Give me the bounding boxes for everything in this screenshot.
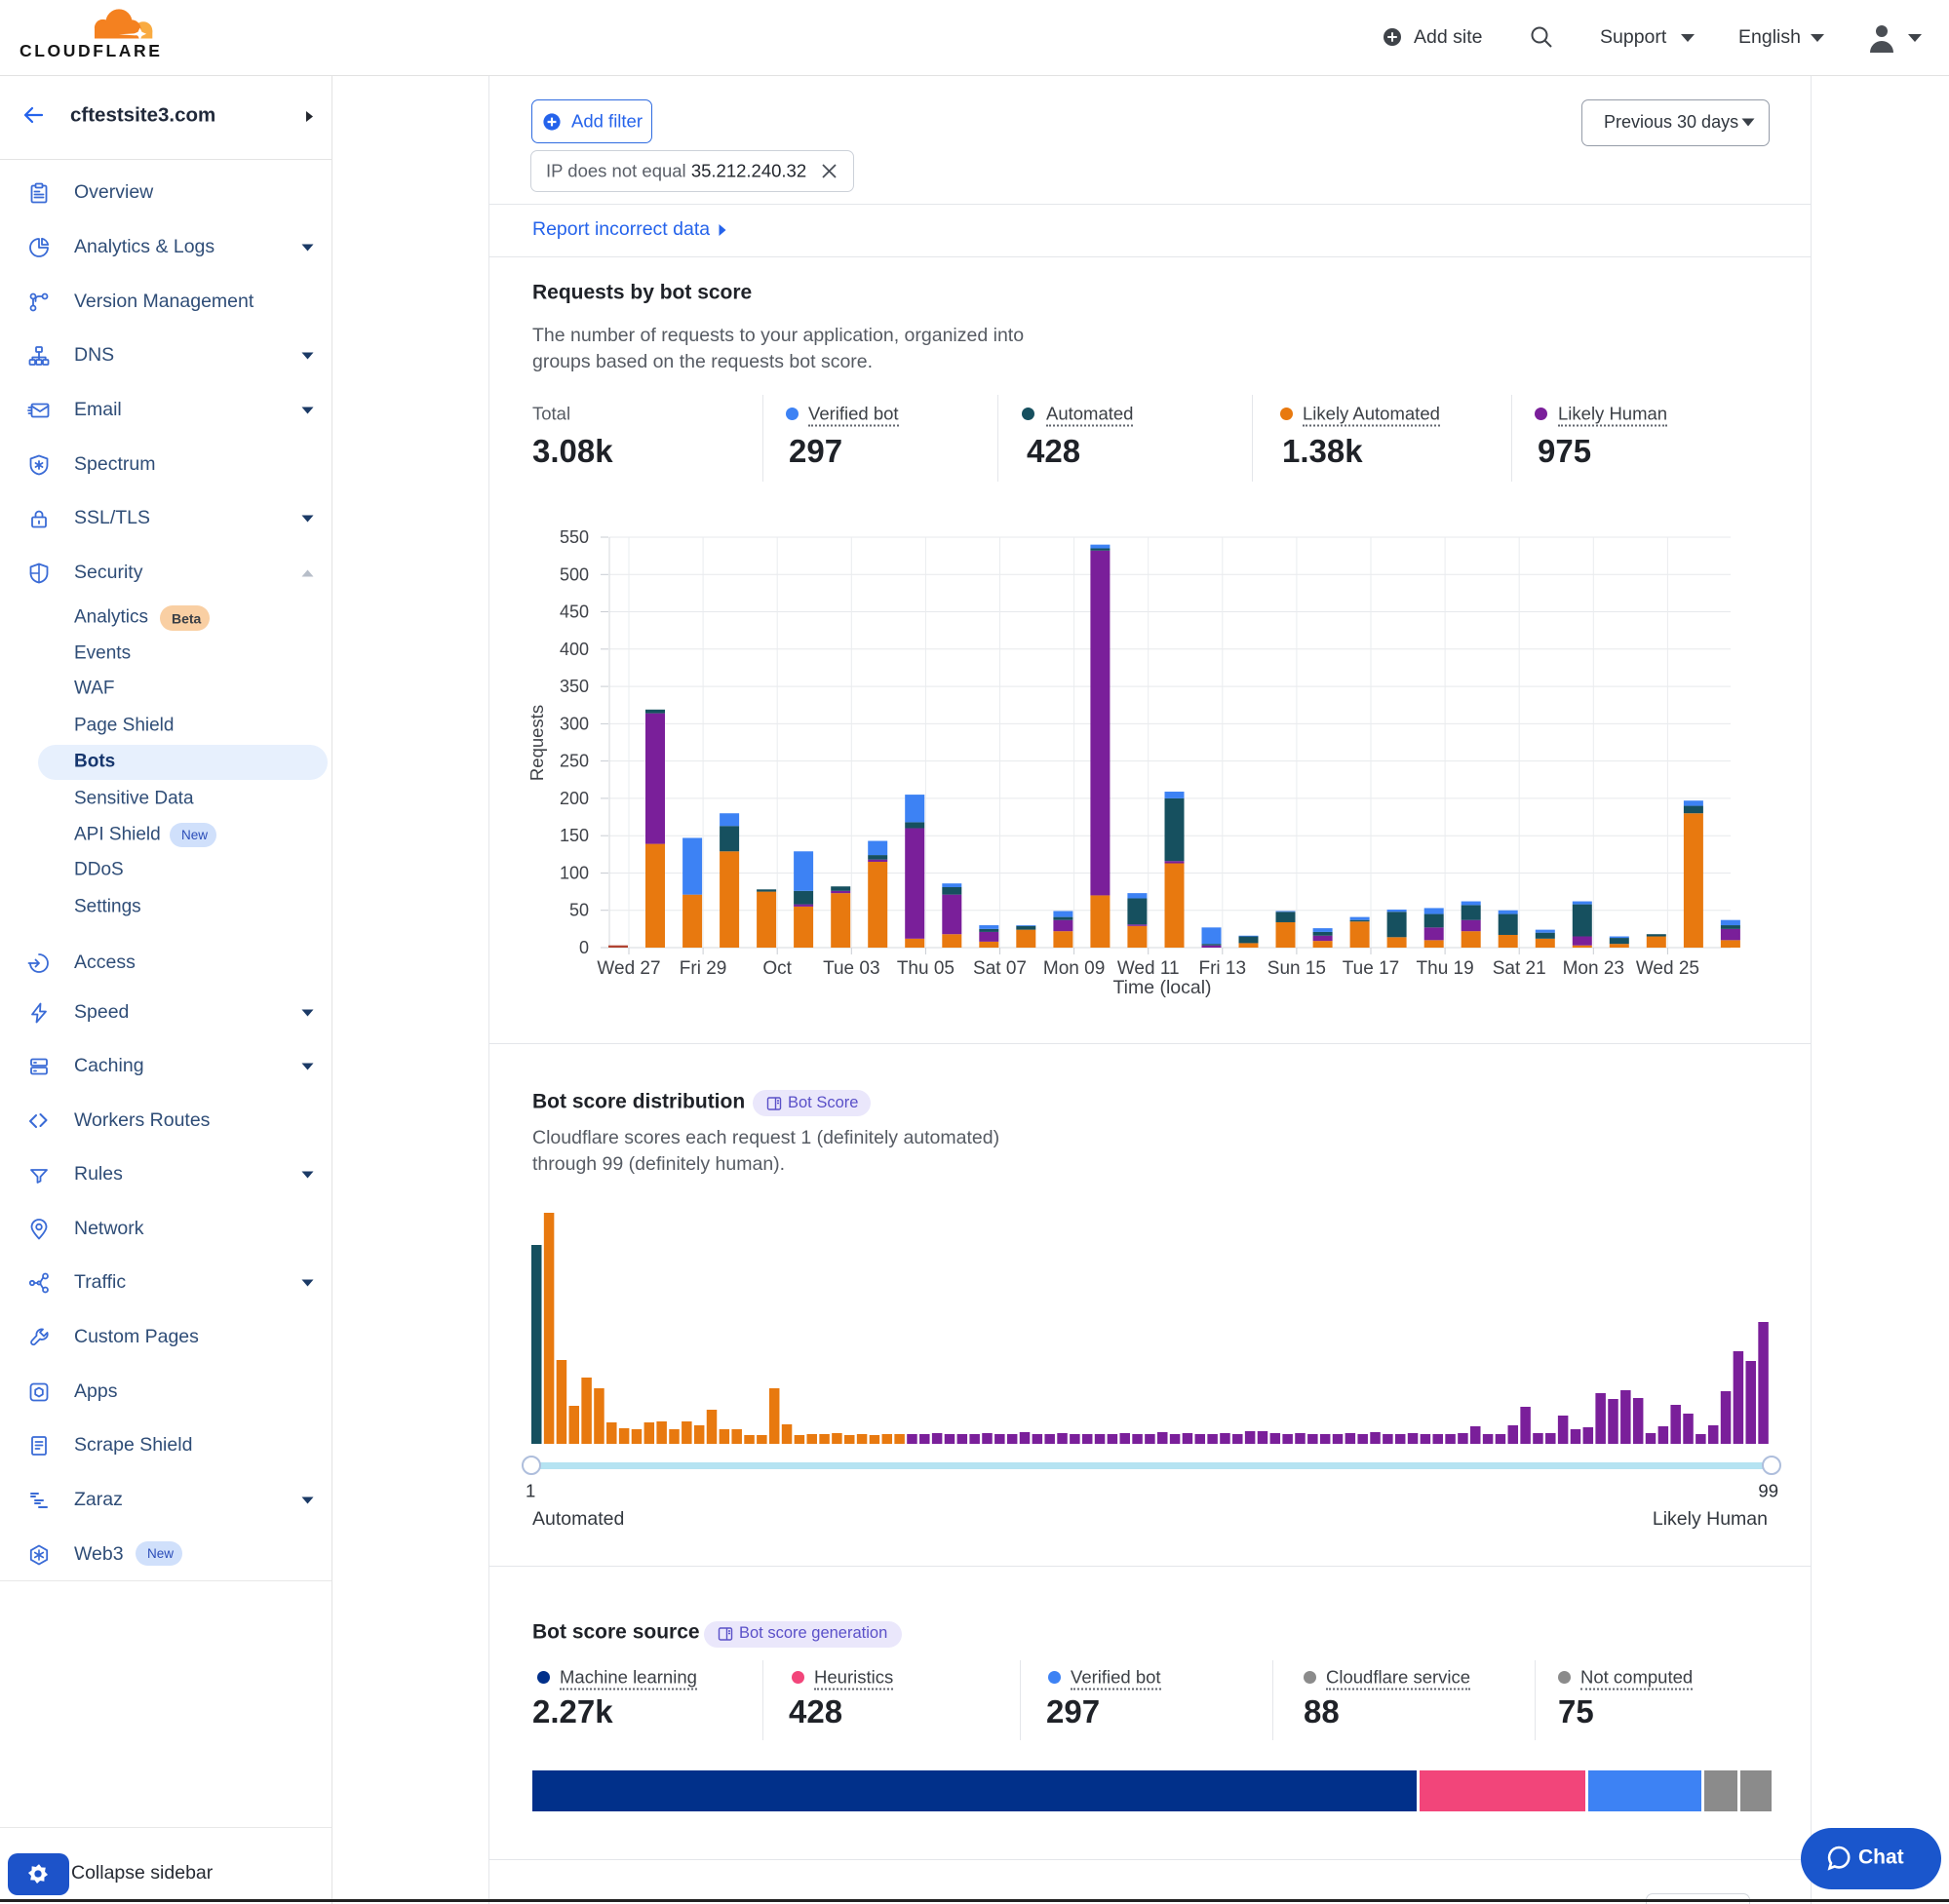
svg-text:Requests: Requests	[526, 705, 547, 781]
svg-text:Mon 23: Mon 23	[1563, 958, 1624, 979]
svg-text:0: 0	[579, 938, 589, 957]
svg-text:Fri 29: Fri 29	[680, 958, 727, 979]
svg-text:Sun 15: Sun 15	[1267, 958, 1326, 979]
svg-text:Wed 27: Wed 27	[597, 958, 660, 979]
svg-text:Wed 11: Wed 11	[1117, 958, 1180, 979]
svg-text:550: 550	[560, 527, 589, 547]
svg-text:Tue 03: Tue 03	[823, 958, 879, 979]
svg-text:Mon 09: Mon 09	[1043, 958, 1105, 979]
svg-text:350: 350	[560, 677, 589, 696]
svg-text:250: 250	[560, 752, 589, 771]
svg-text:Sat 21: Sat 21	[1493, 958, 1546, 979]
svg-text:Thu 19: Thu 19	[1417, 958, 1474, 979]
svg-text:400: 400	[560, 640, 589, 659]
svg-text:450: 450	[560, 602, 589, 622]
svg-text:Thu 05: Thu 05	[897, 958, 955, 979]
svg-text:Tue 17: Tue 17	[1343, 958, 1399, 979]
svg-text:Fri 13: Fri 13	[1199, 958, 1247, 979]
svg-text:200: 200	[560, 789, 589, 808]
svg-text:Sat 07: Sat 07	[973, 958, 1027, 979]
svg-text:Wed 25: Wed 25	[1636, 958, 1699, 979]
svg-text:50: 50	[569, 901, 589, 920]
svg-text:100: 100	[560, 864, 589, 883]
svg-text:150: 150	[560, 826, 589, 845]
svg-text:300: 300	[560, 714, 589, 733]
svg-text:Time (local): Time (local)	[1112, 977, 1211, 998]
svg-text:500: 500	[560, 564, 589, 584]
svg-text:Oct: Oct	[762, 958, 792, 979]
